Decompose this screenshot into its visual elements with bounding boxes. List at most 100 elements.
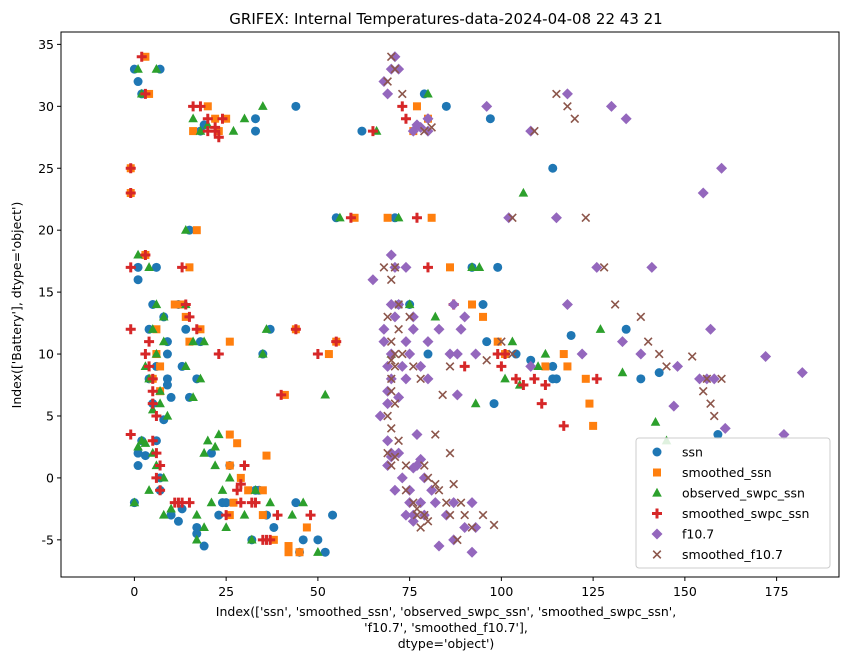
- data-point: [455, 323, 467, 335]
- data-point: [621, 324, 631, 334]
- data-point: [416, 374, 426, 384]
- data-point: [158, 509, 169, 519]
- data-point: [382, 360, 394, 372]
- data-point: [536, 398, 547, 409]
- data-point: [585, 399, 594, 408]
- data-point: [668, 400, 680, 412]
- data-point: [430, 430, 440, 439]
- data-point: [140, 451, 150, 461]
- data-point: [466, 497, 478, 509]
- data-point: [646, 261, 658, 273]
- data-point: [650, 416, 661, 426]
- data-point: [180, 299, 191, 310]
- legend-label: ssn: [682, 445, 703, 460]
- data-point: [610, 300, 620, 309]
- data-point: [389, 51, 401, 63]
- data-point: [180, 224, 191, 234]
- y-tick-label: 30: [38, 99, 54, 114]
- data-point: [324, 350, 333, 359]
- data-point: [320, 389, 331, 399]
- legend-marker: [652, 487, 662, 497]
- x-tick-label: 50: [310, 584, 326, 599]
- data-point: [221, 498, 231, 508]
- series-smoothed-swpc-ssn: [125, 51, 602, 545]
- data-point: [192, 522, 202, 532]
- data-point: [481, 100, 493, 112]
- data-point: [214, 429, 224, 439]
- data-point: [170, 300, 179, 309]
- data-point: [152, 325, 161, 334]
- data-point: [694, 373, 706, 385]
- data-point: [500, 373, 510, 383]
- y-tick-label: 25: [38, 161, 54, 176]
- data-point: [698, 386, 708, 396]
- data-point: [155, 485, 166, 496]
- legend-label: smoothed_swpc_ssn: [682, 506, 809, 521]
- data-point: [233, 439, 242, 448]
- data-point: [374, 410, 386, 422]
- data-point: [199, 522, 209, 532]
- data-point: [467, 262, 477, 271]
- data-point: [265, 534, 276, 545]
- data-point: [548, 361, 558, 371]
- series-observed-swpc-ssn: [129, 63, 672, 556]
- data-point: [378, 323, 390, 335]
- data-point: [400, 509, 412, 521]
- data-point: [382, 88, 394, 100]
- data-point: [258, 486, 267, 495]
- data-point: [496, 361, 507, 372]
- data-point: [423, 88, 433, 98]
- data-point: [191, 324, 202, 335]
- data-point: [390, 452, 400, 462]
- data-point: [540, 380, 551, 391]
- legend-item: ssn: [652, 445, 703, 460]
- y-tick-label: 0: [46, 470, 54, 485]
- data-point: [367, 274, 379, 286]
- x-axis-title-line-1: Index(['ssn', 'smoothed_ssn', 'observed_…: [216, 604, 676, 619]
- data-point: [235, 497, 246, 508]
- data-point: [158, 311, 169, 321]
- data-point: [400, 336, 412, 348]
- data-point: [382, 398, 394, 410]
- data-point: [418, 472, 430, 484]
- data-point: [419, 510, 429, 520]
- data-point: [479, 312, 488, 321]
- data-point: [470, 398, 481, 408]
- legend-item: smoothed_swpc_ssn: [652, 506, 809, 521]
- data-point: [185, 263, 194, 272]
- data-point: [147, 373, 158, 384]
- data-point: [272, 510, 283, 521]
- data-point: [620, 113, 632, 125]
- data-point: [591, 373, 602, 384]
- data-point: [166, 503, 176, 513]
- data-point: [500, 349, 511, 360]
- data-point: [599, 262, 609, 272]
- data-point: [581, 374, 590, 383]
- data-point: [444, 348, 456, 360]
- data-point: [291, 498, 301, 508]
- legend-label: smoothed_ssn: [682, 465, 772, 480]
- data-point: [225, 461, 234, 470]
- data-point: [162, 410, 173, 420]
- data-point: [427, 123, 437, 132]
- data-point: [493, 262, 503, 272]
- data-point: [214, 510, 224, 520]
- data-point: [133, 77, 143, 87]
- data-point: [239, 460, 250, 471]
- legend-label: observed_swpc_ssn: [682, 486, 805, 501]
- data-point: [383, 213, 392, 222]
- data-point: [672, 360, 684, 372]
- data-point: [719, 422, 731, 434]
- data-point: [415, 497, 427, 509]
- data-point: [503, 212, 515, 224]
- data-point: [291, 101, 301, 111]
- data-point: [405, 312, 414, 322]
- x-tick-label: 75: [402, 584, 418, 599]
- data-point: [144, 262, 154, 271]
- data-point: [407, 462, 419, 474]
- data-point: [302, 523, 311, 532]
- data-point: [173, 516, 183, 526]
- data-point: [709, 411, 719, 421]
- data-point: [559, 350, 568, 359]
